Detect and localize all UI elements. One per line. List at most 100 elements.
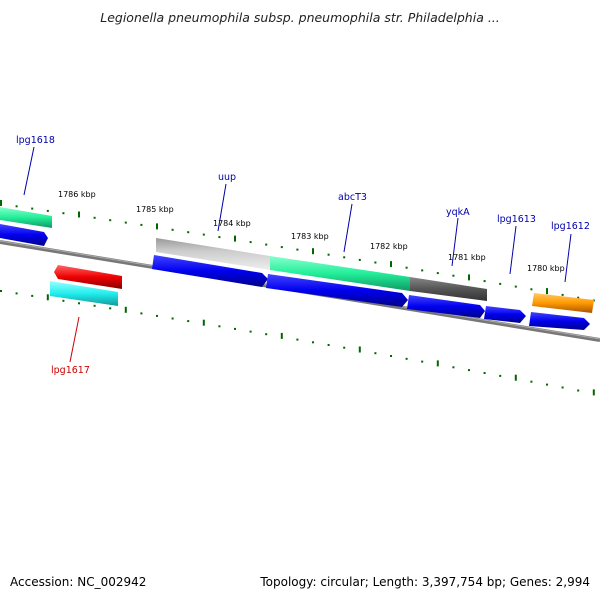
minor-tick xyxy=(327,253,330,256)
minor-tick xyxy=(436,272,439,275)
minor-tick xyxy=(561,293,564,296)
major-tick xyxy=(390,261,392,268)
minor-tick xyxy=(577,296,580,299)
cds-arrow-lpg1618[interactable] xyxy=(0,224,48,246)
minor-tick xyxy=(483,372,486,374)
minor-tick xyxy=(343,346,346,349)
minor-tick xyxy=(109,219,112,222)
minor-tick xyxy=(31,207,34,210)
minor-tick xyxy=(62,212,65,215)
minor-tick xyxy=(421,269,424,272)
minor-tick xyxy=(171,317,174,320)
gene-label-abcT3[interactable]: abcT3 xyxy=(338,192,367,203)
minor-tick xyxy=(171,228,174,231)
gene-feature-yqkA-darkgray[interactable] xyxy=(410,277,487,301)
minor-tick xyxy=(156,314,158,317)
kbp-label-1786: 1786 kbp xyxy=(58,190,96,199)
major-tick xyxy=(280,332,283,339)
accession-text: Accession: NC_002942 xyxy=(10,575,147,589)
minor-tick xyxy=(452,366,455,369)
leader-lpg1613 xyxy=(509,225,517,275)
major-tick xyxy=(124,306,127,313)
major-tick xyxy=(156,223,158,230)
minor-tick xyxy=(390,355,392,357)
cds-arrow-lpg1613[interactable] xyxy=(484,306,526,323)
minor-tick xyxy=(561,386,564,389)
minor-tick xyxy=(468,369,470,372)
minor-tick xyxy=(452,274,455,277)
minor-tick xyxy=(15,205,18,208)
gene-feature-lpg1612-orange[interactable] xyxy=(532,293,594,313)
cds-arrow-abcT3[interactable] xyxy=(266,274,408,307)
minor-tick xyxy=(78,302,80,305)
gene-label-lpg1617[interactable]: lpg1617 xyxy=(51,365,90,376)
minor-tick xyxy=(109,307,112,310)
leader-uup xyxy=(217,183,227,232)
minor-tick xyxy=(499,374,502,377)
minor-tick xyxy=(46,209,49,212)
leader-lpg1612 xyxy=(564,233,572,283)
kbp-label-1783: 1783 kbp xyxy=(291,232,329,241)
gene-feature-uup-gray[interactable] xyxy=(156,238,270,270)
major-tick xyxy=(546,288,548,295)
minor-tick xyxy=(405,266,408,269)
minor-tick xyxy=(296,248,299,251)
cds-arrow-lpg1612[interactable] xyxy=(529,312,590,330)
major-tick xyxy=(358,346,361,353)
major-tick xyxy=(0,200,2,206)
minor-tick xyxy=(124,221,127,224)
minor-tick xyxy=(140,312,143,315)
minor-tick xyxy=(0,290,2,292)
kbp-label-1785: 1785 kbp xyxy=(136,205,174,214)
minor-tick xyxy=(483,280,486,283)
minor-tick xyxy=(514,285,517,288)
minor-tick xyxy=(530,380,533,383)
major-tick xyxy=(514,374,517,381)
major-tick xyxy=(202,319,205,326)
minor-tick xyxy=(62,299,65,302)
leader-yqkA xyxy=(451,217,459,267)
kbp-label-1781: 1781 kbp xyxy=(448,253,486,262)
kbp-label-1780: 1780 kbp xyxy=(527,264,565,273)
minor-tick xyxy=(218,325,221,328)
major-tick xyxy=(234,235,236,242)
minor-tick xyxy=(280,246,283,249)
gene-label-lpg1618[interactable]: lpg1618 xyxy=(16,135,55,146)
minor-tick xyxy=(31,294,34,297)
gene-label-uup[interactable]: uup xyxy=(218,172,236,183)
major-tick xyxy=(468,274,470,281)
minor-tick xyxy=(530,288,533,291)
minor-tick xyxy=(265,243,268,246)
cds-arrow-yqkA[interactable] xyxy=(407,295,485,318)
gene-label-yqkA[interactable]: yqkA xyxy=(446,207,470,218)
kbp-label-1784: 1784 kbp xyxy=(213,219,251,228)
gene-label-lpg1613[interactable]: lpg1613 xyxy=(497,214,536,225)
minor-tick xyxy=(93,216,96,219)
minor-tick xyxy=(249,241,252,244)
minor-tick xyxy=(202,233,205,236)
minor-tick xyxy=(265,333,268,336)
leader-lpg1618 xyxy=(23,146,35,196)
minor-tick xyxy=(499,282,502,285)
minor-tick xyxy=(374,352,377,355)
minor-tick xyxy=(405,357,408,360)
kbp-label-1782: 1782 kbp xyxy=(370,242,408,251)
minor-tick xyxy=(421,360,424,363)
minor-tick xyxy=(140,223,143,226)
major-tick xyxy=(592,389,595,396)
major-tick xyxy=(312,248,314,255)
genome-summary-text: Topology: circular; Length: 3,397,754 bp… xyxy=(260,575,590,589)
major-tick xyxy=(46,294,49,301)
minor-tick xyxy=(343,256,346,259)
gene-feature-abcT3-green[interactable] xyxy=(270,256,410,291)
map-title: Legionella pneumophila subsp. pneumophil… xyxy=(100,10,500,25)
cds-arrow-lpg1617[interactable] xyxy=(50,281,118,306)
minor-tick xyxy=(358,258,361,261)
gene-label-lpg1612[interactable]: lpg1612 xyxy=(551,221,590,232)
minor-tick xyxy=(296,338,299,341)
minor-tick xyxy=(374,261,377,264)
cds-arrow-uup[interactable] xyxy=(152,255,268,287)
gene-feature-lpg1617-red[interactable] xyxy=(54,265,122,289)
gene-feature-lpg1618-green[interactable] xyxy=(0,207,52,228)
